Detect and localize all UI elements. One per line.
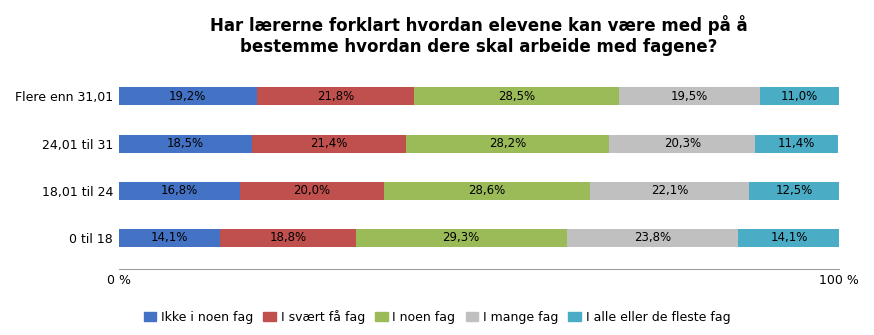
Bar	[739, 229, 840, 247]
Text: 20,0%: 20,0%	[293, 184, 330, 197]
Bar	[406, 135, 609, 152]
Text: 20,3%: 20,3%	[664, 137, 701, 150]
Text: 21,8%: 21,8%	[317, 90, 354, 103]
Bar	[414, 87, 620, 105]
Text: 21,4%: 21,4%	[310, 137, 348, 150]
Title: Har lærerne forklart hvordan elevene kan være med på å
bestemme hvordan dere ska: Har lærerne forklart hvordan elevene kan…	[210, 15, 747, 56]
Text: 14,1%: 14,1%	[151, 231, 188, 245]
Legend: Ikke i noen fag, I svært få fag, I noen fag, I mange fag, I alle eller de fleste: Ikke i noen fag, I svært få fag, I noen …	[138, 305, 736, 329]
Text: 18,5%: 18,5%	[167, 137, 204, 150]
Bar	[384, 182, 590, 200]
Bar	[749, 182, 839, 200]
Bar	[609, 135, 755, 152]
Text: 11,4%: 11,4%	[778, 137, 815, 150]
Text: 16,8%: 16,8%	[161, 184, 198, 197]
Text: 22,1%: 22,1%	[651, 184, 688, 197]
Bar	[257, 87, 414, 105]
Text: 23,8%: 23,8%	[634, 231, 671, 245]
Bar	[220, 229, 356, 247]
Text: 11,0%: 11,0%	[780, 90, 818, 103]
Bar	[119, 135, 252, 152]
Text: 29,3%: 29,3%	[442, 231, 480, 245]
Bar	[620, 87, 760, 105]
Bar	[119, 182, 239, 200]
Bar	[760, 87, 839, 105]
Text: 28,5%: 28,5%	[498, 90, 535, 103]
Text: 14,1%: 14,1%	[770, 231, 808, 245]
Bar	[566, 229, 739, 247]
Bar	[252, 135, 406, 152]
Bar	[119, 87, 257, 105]
Bar	[590, 182, 749, 200]
Text: 28,2%: 28,2%	[489, 137, 526, 150]
Text: 12,5%: 12,5%	[775, 184, 813, 197]
Text: 18,8%: 18,8%	[269, 231, 307, 245]
Bar	[356, 229, 566, 247]
Bar	[119, 229, 220, 247]
Bar	[755, 135, 837, 152]
Text: 19,2%: 19,2%	[170, 90, 206, 103]
Text: 19,5%: 19,5%	[671, 90, 708, 103]
Text: 28,6%: 28,6%	[468, 184, 505, 197]
Bar	[239, 182, 384, 200]
